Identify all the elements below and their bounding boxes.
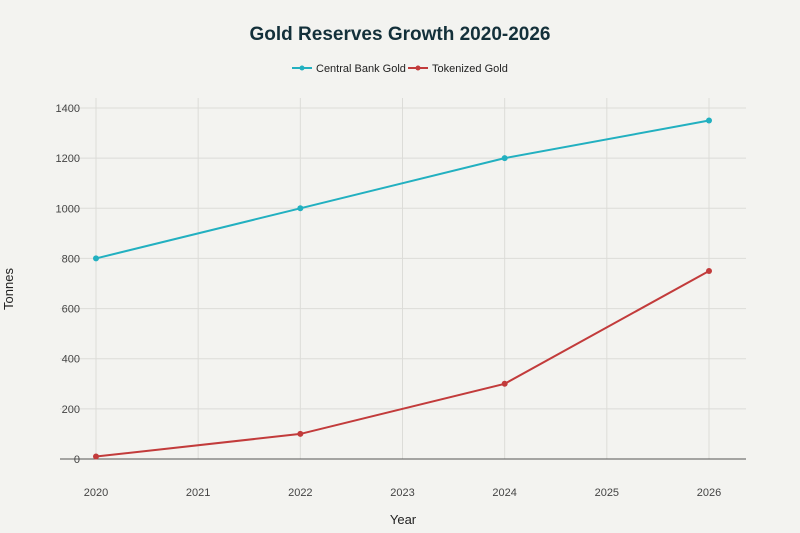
x-tick-label: 2023 [390, 487, 414, 499]
legend-marker [415, 65, 421, 71]
data-point [706, 117, 712, 124]
legend: Central Bank Gold Tokenized Gold [292, 63, 508, 75]
y-tick-label: 800 [62, 253, 80, 265]
x-tick-label: 2022 [288, 487, 312, 499]
y-tick-label: 1000 [56, 203, 80, 215]
ticks: 0 200 400 600 800 1000 1200 1400 2020 2021 2022 202… [56, 103, 722, 499]
y-tick-label: 1400 [56, 103, 80, 115]
series-line-0 [95, 119, 710, 260]
data-point [297, 205, 304, 212]
x-tick-label: 2025 [595, 487, 619, 499]
grid [60, 98, 746, 460]
x-axis-label: Year [390, 512, 417, 527]
data-point [501, 380, 508, 387]
data-point [93, 453, 99, 460]
x-tick-label: 2021 [186, 487, 210, 499]
data-point [297, 430, 304, 437]
y-tick-label: 1200 [56, 153, 80, 165]
data-point [706, 267, 712, 274]
legend-label: Tokenized Gold [432, 63, 508, 75]
y-tick-label: 600 [62, 304, 80, 316]
y-tick-label: 200 [62, 404, 80, 416]
legend-label: Central Bank Gold [316, 63, 406, 75]
series-line-1 [95, 270, 710, 458]
series-group [93, 117, 712, 460]
legend-marker [299, 65, 305, 71]
chart-title: Gold Reserves Growth 2020-2026 [250, 24, 551, 45]
x-tick-label: 2026 [697, 487, 721, 499]
data-point [93, 255, 99, 262]
y-tick-label: 400 [62, 354, 80, 366]
data-point [501, 155, 508, 162]
x-tick-label: 2020 [84, 487, 108, 499]
y-tick-label: 0 [74, 454, 80, 466]
y-axis-label: Tonnes [1, 268, 16, 310]
x-tick-label: 2024 [492, 487, 516, 499]
